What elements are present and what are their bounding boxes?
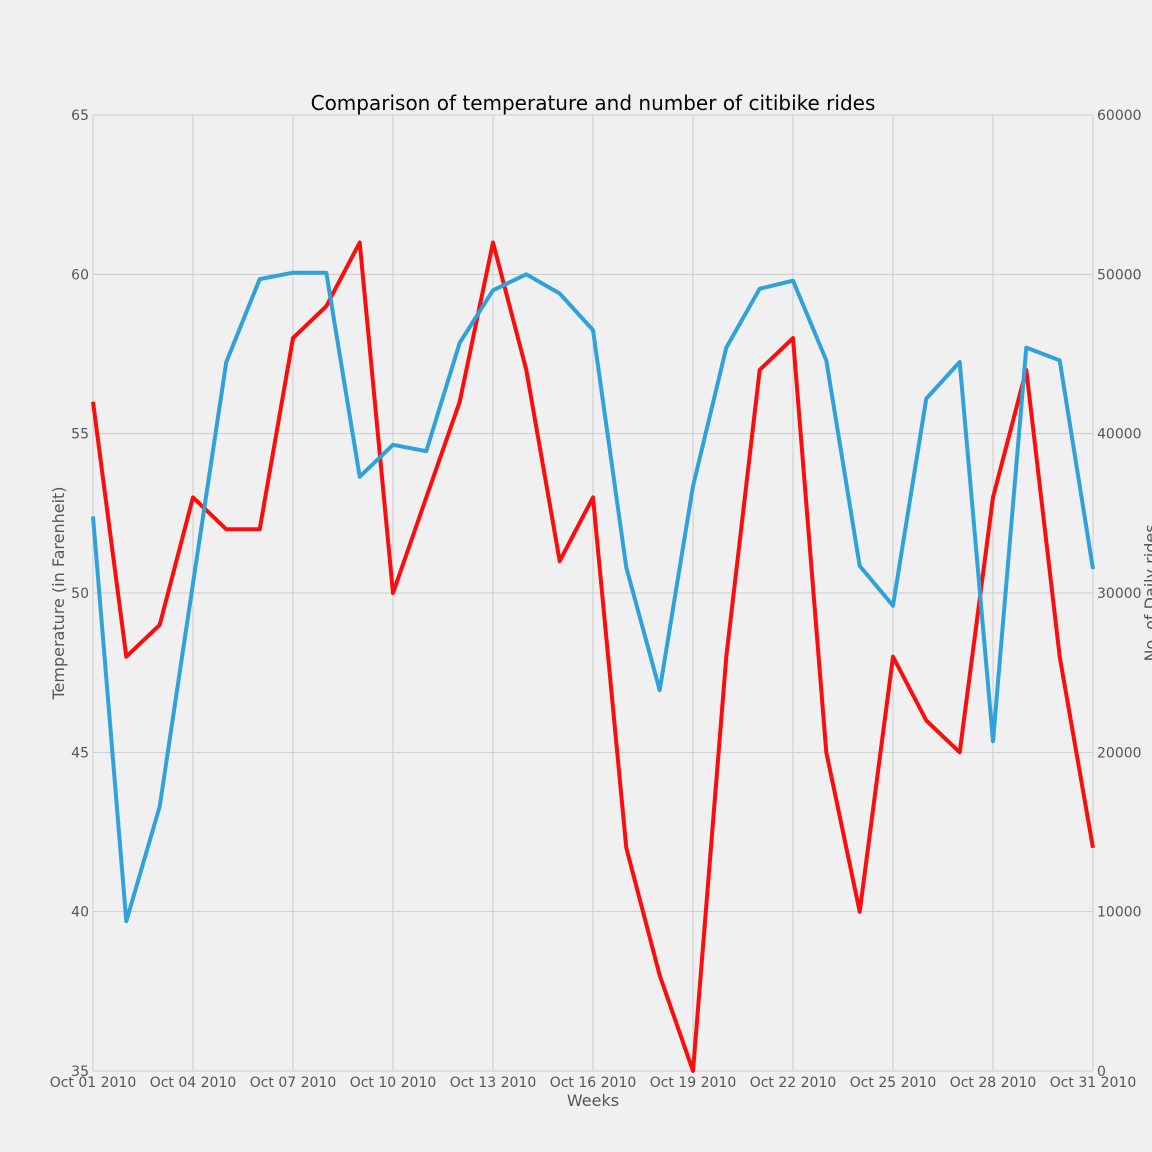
- right-y-tick-label: 50000: [1097, 267, 1142, 283]
- left-y-tick-label: 35: [71, 1064, 89, 1080]
- x-tick-label: Oct 10 2010: [350, 1075, 437, 1091]
- x-tick-label: Oct 28 2010: [950, 1075, 1037, 1091]
- left-y-tick-label: 60: [71, 267, 89, 283]
- x-tick-label: Oct 16 2010: [550, 1075, 637, 1091]
- x-axis-label: Weeks: [567, 1091, 619, 1110]
- x-tick-label: Oct 22 2010: [750, 1075, 837, 1091]
- right-y-tick-label: 0: [1097, 1064, 1106, 1080]
- right-y-tick-label: 60000: [1097, 108, 1142, 124]
- right-y-tick-label: 30000: [1097, 586, 1142, 602]
- left-y-tick-label: 65: [71, 108, 89, 124]
- left-y-tick-label: 55: [71, 427, 89, 443]
- chart-title: Comparison of temperature and number of …: [311, 91, 876, 115]
- grid-lines: [92, 114, 1094, 1072]
- temperature-series-line: [91, 240, 1095, 1073]
- series-lines: [91, 240, 1095, 1073]
- left-y-tick-label: 50: [71, 586, 89, 602]
- right-y-tick-label: 20000: [1097, 745, 1142, 761]
- left-y-axis-label: Temperature (in Farenheit): [49, 486, 68, 700]
- x-tick-label: Oct 25 2010: [850, 1075, 937, 1091]
- x-tick-label: Oct 19 2010: [650, 1075, 737, 1091]
- right-y-tick-labels: 0 10000 20000 30000 40000 50000 60000: [1097, 108, 1142, 1080]
- x-tick-label: Oct 04 2010: [150, 1075, 237, 1091]
- x-tick-label: Oct 13 2010: [450, 1075, 537, 1091]
- x-tick-labels: Oct 01 2010 Oct 04 2010 Oct 07 2010 Oct 10 …: [50, 1075, 1137, 1091]
- x-tick-label: Oct 01 2010: [50, 1075, 137, 1091]
- right-y-tick-label: 10000: [1097, 905, 1142, 921]
- x-tick-label: Oct 07 2010: [250, 1075, 337, 1091]
- right-y-tick-label: 40000: [1097, 427, 1142, 443]
- right-y-axis-label: No. of Daily rides: [1141, 524, 1152, 661]
- left-y-tick-label: 40: [71, 905, 89, 921]
- rides-series-line: [91, 270, 1095, 924]
- left-y-tick-label: 45: [71, 745, 89, 761]
- x-tick-label: Oct 31 2010: [1050, 1075, 1137, 1091]
- left-y-tick-labels: 35 40 45 50 55 60 65: [71, 108, 89, 1080]
